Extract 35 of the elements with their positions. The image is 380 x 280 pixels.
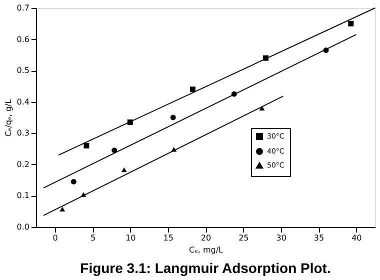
point — [70, 178, 76, 184]
x-tick-label: 20 — [200, 234, 212, 242]
y-tick-label: 0.1 — [16, 191, 30, 200]
point — [170, 114, 176, 120]
point — [171, 147, 177, 152]
point — [348, 20, 354, 26]
y-tick-label: 0.6 — [16, 34, 30, 44]
point — [263, 55, 269, 61]
y-tick-label: 0.7 — [16, 4, 30, 12]
y-tick-label: 0.5 — [16, 66, 30, 76]
point — [323, 48, 329, 53]
x-tick-label: 25 — [238, 234, 249, 242]
x-tick-label: 40 — [352, 234, 362, 242]
point — [60, 206, 66, 212]
y-axis-title: Cₑ/qₑ, g/L — [4, 98, 13, 137]
x-tick-label: 5 — [90, 234, 96, 242]
y-tick-label: 0.0 — [16, 222, 30, 232]
y-tick-label: 0.3 — [16, 128, 30, 138]
y-tick-label: 0.4 — [16, 97, 30, 106]
x-tick-label: 15 — [163, 234, 174, 242]
x-axis-title: Cₑ, mg/L — [188, 246, 224, 254]
point — [80, 192, 86, 197]
point — [259, 106, 265, 110]
y-tick-label: 0.2 — [16, 160, 30, 169]
point — [84, 142, 90, 148]
point — [112, 148, 118, 154]
x-tick-label: 0 — [52, 234, 58, 242]
text: Figure 3.1: Langmuir Adsorption Plot. — [80, 260, 331, 276]
point — [127, 119, 133, 125]
point — [190, 86, 196, 92]
point — [231, 91, 237, 97]
x-tick-label: 30 — [276, 234, 286, 242]
point — [121, 167, 127, 172]
x-tick-label: 35 — [314, 234, 324, 242]
x-tick-label: 10 — [126, 234, 136, 242]
